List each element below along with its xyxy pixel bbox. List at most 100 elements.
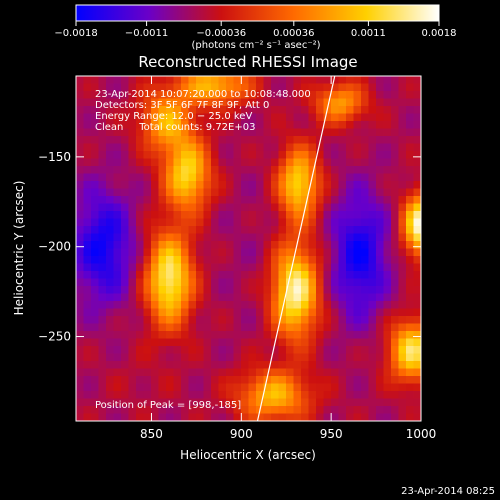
heatmap-cell bbox=[286, 233, 294, 242]
heatmap-cell bbox=[391, 323, 399, 332]
heatmap-cell bbox=[376, 91, 384, 99]
heatmap-cell bbox=[331, 151, 339, 159]
heatmap-cell bbox=[361, 353, 369, 362]
heatmap-cell bbox=[316, 361, 324, 369]
heatmap-cell bbox=[263, 248, 272, 257]
heatmap-cell bbox=[301, 173, 309, 182]
heatmap-cell bbox=[106, 158, 114, 167]
heatmap-cell bbox=[361, 346, 369, 354]
heatmap-cell bbox=[383, 338, 392, 347]
heatmap-cell bbox=[383, 166, 392, 174]
heatmap-cell bbox=[263, 331, 272, 339]
heatmap-cell bbox=[113, 241, 122, 249]
heatmap-cell bbox=[248, 143, 257, 152]
heatmap-cell bbox=[166, 113, 174, 122]
heatmap-cell bbox=[218, 331, 227, 339]
heatmap-cell bbox=[241, 233, 249, 242]
heatmap-cell bbox=[121, 376, 129, 384]
heatmap-cell bbox=[218, 233, 227, 242]
heatmap-cell bbox=[181, 338, 189, 347]
heatmap-cell bbox=[76, 413, 84, 421]
heatmap-cell bbox=[271, 301, 279, 309]
heatmap-cell bbox=[203, 248, 212, 257]
heatmap-cell bbox=[391, 256, 399, 264]
heatmap-cell bbox=[316, 181, 324, 189]
heatmap-cell bbox=[413, 211, 421, 219]
heatmap-cell bbox=[248, 203, 257, 212]
heatmap-cell bbox=[413, 413, 421, 421]
heatmap-cell bbox=[76, 346, 84, 354]
heatmap-cell bbox=[196, 406, 204, 414]
heatmap-cell bbox=[188, 151, 197, 159]
heatmap-cell bbox=[278, 83, 287, 92]
heatmap-cell bbox=[376, 413, 384, 421]
heatmap-cell bbox=[278, 346, 287, 354]
heatmap-cell bbox=[278, 76, 287, 84]
heatmap-cell bbox=[308, 226, 317, 234]
heatmap-cell bbox=[256, 136, 264, 144]
heatmap-cell bbox=[331, 113, 339, 122]
heatmap-cell bbox=[121, 248, 129, 257]
heatmap-cell bbox=[383, 278, 392, 287]
heatmap-cell bbox=[248, 158, 257, 167]
heatmap-cell bbox=[196, 98, 204, 107]
heatmap-cell bbox=[98, 218, 107, 227]
heatmap-cell bbox=[413, 166, 421, 174]
heatmap-cell bbox=[376, 316, 384, 324]
heatmap-cell bbox=[293, 301, 302, 309]
heatmap-cell bbox=[383, 196, 392, 204]
heatmap-cell bbox=[151, 346, 159, 354]
heatmap-cell bbox=[166, 256, 174, 264]
heatmap-cell bbox=[353, 346, 362, 354]
heatmap-cell bbox=[263, 383, 272, 392]
heatmap-cell bbox=[83, 338, 92, 347]
heatmap-cell bbox=[338, 323, 347, 332]
heatmap-cell bbox=[151, 76, 159, 84]
heatmap-cell bbox=[143, 113, 152, 122]
heatmap-cell bbox=[391, 128, 399, 137]
heatmap-cell bbox=[353, 323, 362, 332]
heatmap-cell bbox=[263, 263, 272, 272]
heatmap-cell bbox=[338, 166, 347, 174]
heatmap-cell bbox=[203, 308, 212, 317]
heatmap-cell bbox=[226, 211, 234, 219]
heatmap-cell bbox=[308, 113, 317, 122]
heatmap-cell bbox=[226, 346, 234, 354]
heatmap-cell bbox=[263, 338, 272, 347]
heatmap-cell bbox=[211, 248, 219, 257]
heatmap-cell bbox=[76, 361, 84, 369]
heatmap-cell bbox=[233, 301, 242, 309]
heatmap-cell bbox=[76, 203, 84, 212]
heatmap-cell bbox=[151, 376, 159, 384]
annotation-time: 23-Apr-2014 10:07:20.000 to 10:08:48.000 bbox=[95, 89, 311, 100]
heatmap-cell bbox=[323, 211, 332, 219]
heatmap-cell bbox=[121, 241, 129, 249]
heatmap-cell bbox=[203, 136, 212, 144]
heatmap-cell bbox=[413, 361, 421, 369]
heatmap-cell bbox=[241, 286, 249, 294]
heatmap-cell bbox=[331, 263, 339, 272]
heatmap-cell bbox=[128, 248, 137, 257]
heatmap-cell bbox=[278, 286, 287, 294]
heatmap-cell bbox=[316, 143, 324, 152]
heatmap-cell bbox=[151, 158, 159, 167]
heatmap-cell bbox=[398, 391, 407, 399]
heatmap-cell bbox=[308, 323, 317, 332]
heatmap-cell bbox=[121, 218, 129, 227]
heatmap-cell bbox=[106, 248, 114, 257]
heatmap-cell bbox=[113, 248, 122, 257]
heatmap-cell bbox=[286, 181, 294, 189]
heatmap-cell bbox=[346, 391, 354, 399]
heatmap-cell bbox=[166, 391, 174, 399]
heatmap-cell bbox=[383, 203, 392, 212]
heatmap-cell bbox=[413, 271, 421, 279]
heatmap-cell bbox=[226, 128, 234, 137]
heatmap-cell bbox=[368, 128, 377, 137]
heatmap-cell bbox=[166, 188, 174, 197]
heatmap-cell bbox=[181, 293, 189, 302]
heatmap-cell bbox=[398, 196, 407, 204]
heatmap-cell bbox=[346, 203, 354, 212]
heatmap-cell bbox=[413, 391, 421, 399]
heatmap-cell bbox=[218, 106, 227, 114]
heatmap-cell bbox=[181, 173, 189, 182]
